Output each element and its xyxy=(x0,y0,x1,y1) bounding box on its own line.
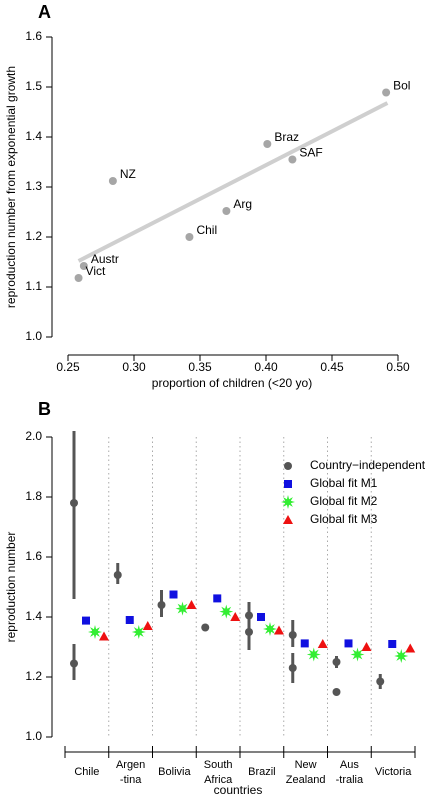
point xyxy=(300,639,309,648)
point xyxy=(288,664,297,672)
point xyxy=(157,601,166,609)
point xyxy=(108,177,117,185)
y-tick-label: 2.0 xyxy=(25,429,42,443)
x-tick-label: Chile xyxy=(74,766,99,778)
point xyxy=(394,649,409,663)
x-tick-label: 0.45 xyxy=(320,360,344,374)
y-tick-label: 1.4 xyxy=(25,129,42,143)
point xyxy=(388,640,397,648)
x-tick-label: 0.35 xyxy=(188,360,212,374)
x-tick-label: Brazil xyxy=(248,766,276,778)
legend-label: Global fit M1 xyxy=(310,476,378,490)
point xyxy=(142,621,153,630)
point xyxy=(219,604,234,619)
point xyxy=(213,594,222,603)
y-tick-label: 1.6 xyxy=(25,29,42,43)
point xyxy=(257,613,265,621)
point xyxy=(131,625,146,639)
x-tick-label: 0.50 xyxy=(386,360,410,374)
y-tick-label: 1.8 xyxy=(25,489,42,503)
x-tick-label: Zealand xyxy=(286,774,326,786)
point-label: Bol xyxy=(393,79,410,93)
point xyxy=(186,600,197,609)
legend-marker xyxy=(281,495,295,509)
legend-marker xyxy=(284,480,292,488)
x-tick-label: New xyxy=(295,759,317,771)
y-tick-label: 1.2 xyxy=(25,669,42,683)
panel-label: A xyxy=(38,2,51,22)
y-tick-label: 1.3 xyxy=(25,179,42,193)
point xyxy=(88,625,102,639)
x-tick-label: South xyxy=(204,759,233,771)
x-tick-label: -tralia xyxy=(336,774,364,786)
point xyxy=(82,616,90,625)
legend-label: Global fit M3 xyxy=(310,512,378,526)
point xyxy=(99,631,109,641)
point-label: Chil xyxy=(196,223,217,237)
point xyxy=(263,140,272,148)
y-tick-label: 1.4 xyxy=(25,609,42,623)
y-axis-title: reproduction number from exponential gro… xyxy=(4,66,18,308)
point xyxy=(288,631,297,639)
y-tick-label: 1.2 xyxy=(25,229,42,243)
legend-marker xyxy=(283,515,293,524)
point-label: NZ xyxy=(120,167,136,181)
point xyxy=(79,262,88,270)
point xyxy=(344,639,353,648)
point xyxy=(245,628,253,636)
y-tick-label: 1.0 xyxy=(25,329,42,343)
point xyxy=(169,590,178,599)
y-axis-title: reproduction number xyxy=(4,532,18,643)
x-tick-label: 0.25 xyxy=(56,360,80,374)
x-tick-label: Argen xyxy=(116,759,145,771)
legend-marker xyxy=(284,462,292,470)
point xyxy=(332,688,341,696)
legend-label: Global fit M2 xyxy=(310,494,378,508)
point xyxy=(125,616,134,624)
point xyxy=(70,499,78,507)
point xyxy=(70,659,78,668)
point-label: Austr xyxy=(91,252,119,266)
x-tick-label: Bolivia xyxy=(158,766,191,778)
y-tick-label: 1.0 xyxy=(25,729,42,743)
x-tick-label: Victoria xyxy=(375,766,412,778)
x-tick-label: Aus xyxy=(340,759,359,771)
x-axis-title: countries xyxy=(214,783,263,797)
point-label: Braz xyxy=(274,130,299,144)
point xyxy=(245,611,253,620)
point xyxy=(382,88,391,97)
y-tick-label: 1.6 xyxy=(25,549,42,563)
x-tick-label: -tina xyxy=(120,774,142,786)
point xyxy=(113,571,122,579)
point-label: SAF xyxy=(299,146,322,160)
point xyxy=(376,677,385,686)
x-axis-title: proportion of children (<20 yo) xyxy=(152,376,312,390)
x-tick-label: 0.40 xyxy=(254,360,278,374)
point xyxy=(405,643,416,653)
point xyxy=(74,274,83,282)
point xyxy=(222,207,231,215)
point-label: Vict xyxy=(86,264,106,278)
point-label: Arg xyxy=(233,197,252,211)
point xyxy=(274,625,284,635)
point xyxy=(350,647,365,662)
y-tick-label: 1.5 xyxy=(25,79,42,93)
point xyxy=(317,639,328,648)
point xyxy=(230,612,241,621)
point xyxy=(185,233,194,241)
y-tick-label: 1.1 xyxy=(25,279,42,293)
panel-label: B xyxy=(38,399,51,419)
point xyxy=(263,622,277,636)
point xyxy=(332,658,341,666)
point xyxy=(201,623,210,632)
point xyxy=(175,601,190,616)
point xyxy=(361,642,372,651)
point xyxy=(288,155,297,164)
point xyxy=(306,647,321,662)
x-tick-label: Africa xyxy=(204,774,233,786)
fit-line xyxy=(77,101,389,263)
legend-label: Country−independent fit xyxy=(310,458,428,472)
x-tick-label: 0.30 xyxy=(122,360,146,374)
